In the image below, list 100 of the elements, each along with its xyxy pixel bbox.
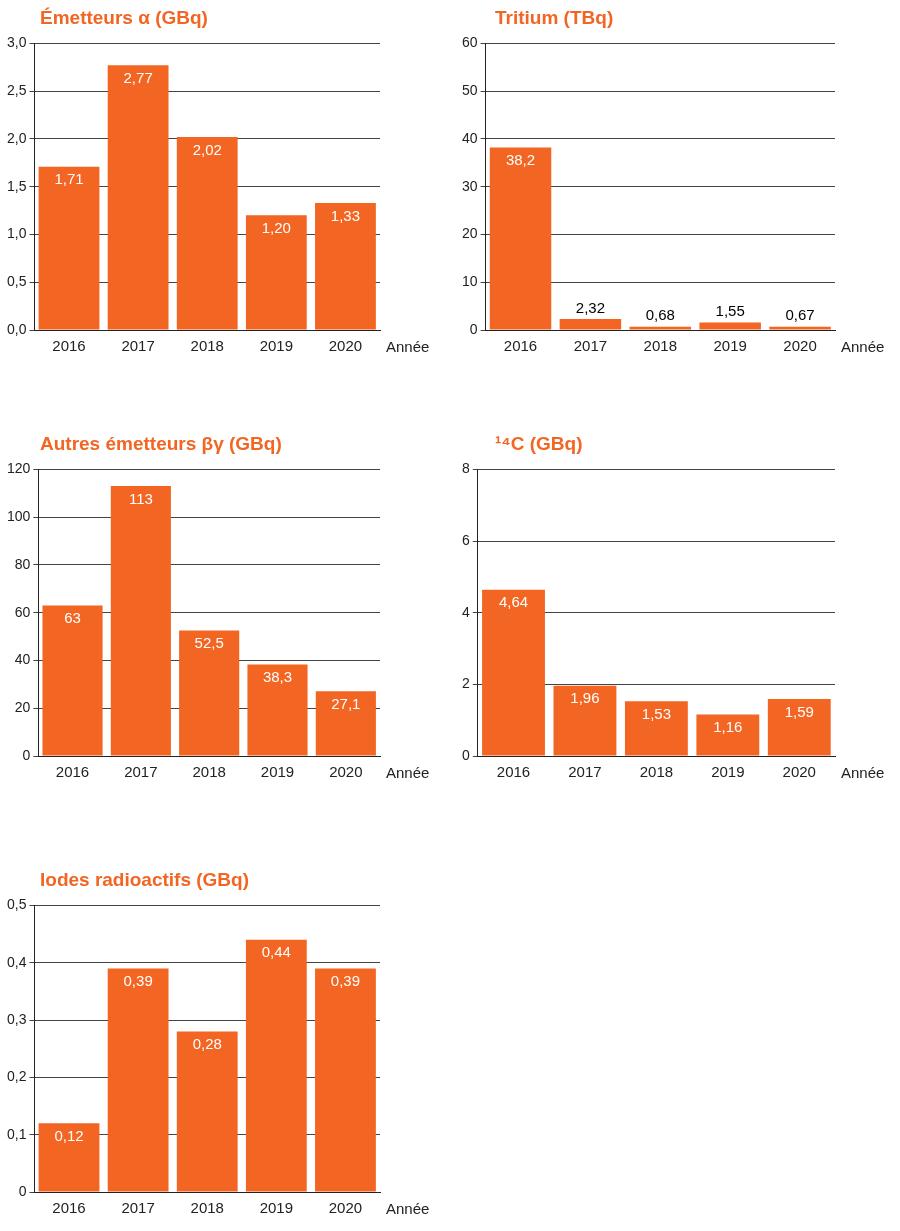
data-label: 0,68 [645,306,675,324]
y-tick-label: 0,5 [6,896,27,913]
x-tick-label: 2018 [190,1199,224,1217]
data-label: 0,44 [261,943,291,961]
x-tick-label: 2018 [639,763,674,781]
y-tick-label: 0,1 [6,1125,27,1142]
data-label: 1,55 [715,302,745,320]
x-tick-label: 2016 [55,763,90,781]
bar [42,605,103,756]
data-label: 1,59 [784,702,814,720]
bar [553,685,617,756]
bar [176,137,238,330]
bar [767,699,831,756]
x-tick-label: 2019 [260,763,295,781]
x-tick-label: 2018 [190,337,224,355]
x-tick-label: 2016 [503,337,538,355]
bar [559,318,622,330]
y-tick-label: 0 [469,320,478,337]
bar [489,147,552,330]
y-tick-label: 10 [461,273,478,290]
chart-title: Émetteurs α (GBq) [40,6,209,30]
bar [315,968,376,1192]
bar [699,322,761,330]
data-label: 1,33 [330,206,361,224]
x-tick-label: 2020 [328,337,363,355]
bar [624,701,688,756]
x-tick-label: 2020 [328,1199,363,1217]
y-tick-label: 0 [461,746,470,763]
data-label: 63 [64,609,81,627]
data-label: 0,39 [123,972,153,990]
bar [315,202,376,330]
data-label: 0,67 [785,306,815,324]
y-tick-label: 0,2 [6,1068,27,1085]
x-tick-label: 2020 [782,763,816,781]
y-tick-label: 2 [461,675,470,692]
bar [482,589,545,756]
y-tick-label: 0 [22,746,31,763]
x-tick-label: 2019 [713,337,747,355]
y-tick-label: 120 [7,460,31,477]
x-axis-title: Année [386,338,430,356]
data-label: 113 [128,489,153,507]
data-label: 38,2 [505,151,536,169]
x-tick-label: 2016 [52,337,86,355]
data-label: 1,20 [261,219,291,236]
data-label: 0,12 [54,1126,84,1144]
y-tick-label: 1,0 [6,225,27,242]
x-axis-title: Année [386,1200,430,1218]
y-tick-label: 60 [14,603,31,620]
y-tick-label: 40 [14,651,31,668]
y-tick-label: 0,3 [6,1010,27,1027]
x-tick-label: 2018 [643,337,677,355]
x-tick-label: 2017 [568,763,602,781]
y-tick-label: 60 [461,34,478,51]
chart-title: Autres émetteurs βγ (GBq) [40,432,283,456]
chart-title: ¹⁴C (GBq) [495,432,584,456]
data-label: 2,77 [123,69,153,87]
y-tick-label: 8 [461,460,470,477]
y-tick-label: 100 [7,508,31,525]
y-tick-label: 30 [461,177,478,194]
x-axis-title: Année [841,764,885,782]
y-tick-label: 0,0 [6,320,27,337]
x-tick-label: 2016 [52,1199,86,1217]
x-axis-title: Année [841,338,885,356]
y-tick-label: 0 [18,1182,27,1199]
data-label: 2,02 [192,140,222,158]
bar [176,1031,238,1192]
data-label: 0,28 [192,1035,222,1053]
data-label: 38,3 [262,668,293,686]
x-tick-label: 2017 [124,763,158,781]
x-tick-label: 2020 [329,763,363,781]
y-tick-label: 20 [461,225,478,242]
data-label: 1,96 [570,689,600,707]
x-tick-label: 2019 [711,763,745,781]
bar [110,486,171,756]
data-label: 27,1 [331,694,361,712]
data-label: 1,16 [713,718,743,736]
y-tick-label: 50 [461,82,478,99]
data-label: 4,64 [498,593,529,611]
bar [107,65,169,330]
x-tick-label: 2017 [573,337,608,355]
bar [629,326,692,330]
x-tick-label: 2019 [259,1199,294,1217]
y-tick-label: 20 [14,699,31,716]
x-tick-label: 2020 [783,337,817,355]
bar [769,326,831,330]
x-tick-label: 2018 [192,763,226,781]
bar [38,1123,100,1192]
chart-title: Iodes radioactifs (GBq) [40,868,251,892]
x-tick-label: 2017 [121,1199,155,1217]
data-label: 1,53 [641,704,671,722]
chart-title: Tritium (TBq) [495,6,615,30]
y-tick-label: 40 [461,129,478,146]
x-tick-label: 2019 [259,337,294,355]
bar [107,968,169,1192]
data-label: 2,32 [575,298,605,316]
y-tick-label: 0,4 [6,953,27,970]
bar [245,215,307,330]
y-tick-label: 4 [461,603,470,620]
bar [38,166,100,330]
x-tick-label: 2016 [496,763,531,781]
